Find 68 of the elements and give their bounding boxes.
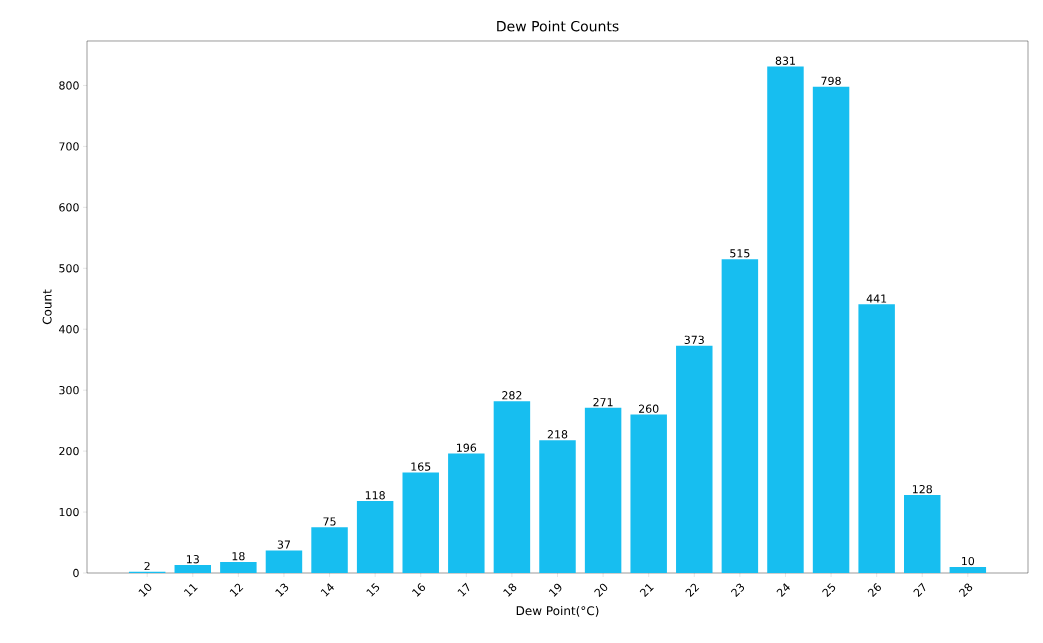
x-axis-title: Dew Point(°C) <box>516 605 599 617</box>
x-tick-label: 23 <box>730 583 745 598</box>
bar <box>174 565 212 573</box>
data-label: 13 <box>186 555 199 564</box>
x-tick-label: 19 <box>548 583 562 597</box>
x-tick-label: 12 <box>229 583 244 597</box>
bar <box>630 414 667 573</box>
data-label: 18 <box>232 552 245 561</box>
y-tick-label: 0 <box>73 568 79 578</box>
x-tick-label: 28 <box>958 583 973 598</box>
data-label: 10 <box>962 556 975 566</box>
x-tick-label: 17 <box>457 582 470 597</box>
data-label: 260 <box>639 404 659 413</box>
y-tick-label: 700 <box>59 142 79 151</box>
bar <box>311 527 348 573</box>
bar <box>812 86 850 573</box>
y-tick-label: 100 <box>59 507 79 517</box>
data-label: 218 <box>547 430 568 439</box>
data-label: 441 <box>866 294 887 303</box>
data-label: 128 <box>912 484 932 494</box>
x-tick-label: 11 <box>184 583 198 597</box>
bar <box>949 566 987 573</box>
data-label: 37 <box>277 540 291 549</box>
x-tick-label: 10 <box>138 583 152 597</box>
bar <box>721 259 759 573</box>
data-label: 271 <box>593 397 613 407</box>
bar <box>493 401 531 573</box>
data-label: 798 <box>821 76 841 85</box>
x-tick-label: 16 <box>412 583 426 597</box>
bar <box>265 550 303 573</box>
bar <box>904 495 941 573</box>
y-tick-label: 500 <box>59 264 79 273</box>
data-label: 515 <box>730 249 750 258</box>
data-label: 196 <box>457 443 477 452</box>
x-tick-label: 22 <box>685 583 700 598</box>
y-tick-label: 300 <box>59 386 79 395</box>
y-tick-label: 800 <box>59 81 79 90</box>
y-tick-label: 400 <box>59 325 79 334</box>
bar <box>356 501 394 573</box>
bar <box>402 472 439 573</box>
data-label: 2 <box>144 561 150 571</box>
bar <box>220 562 257 573</box>
bar <box>448 453 485 573</box>
y-tick-label: 200 <box>59 446 79 456</box>
data-label: 165 <box>411 462 431 471</box>
x-tick-label: 20 <box>594 583 608 598</box>
x-tick-label: 25 <box>822 583 836 598</box>
y-tick-label: 600 <box>59 203 79 212</box>
x-tick-label: 13 <box>275 583 289 597</box>
data-label: 118 <box>365 491 385 500</box>
x-tick-label: 15 <box>366 583 380 597</box>
x-tick-label: 21 <box>639 584 654 598</box>
x-tick-label: 26 <box>867 583 881 598</box>
bar <box>584 407 622 573</box>
y-axis-title: Count <box>42 289 52 325</box>
data-label: 373 <box>684 335 704 344</box>
x-tick-label: 24 <box>776 583 790 598</box>
data-label: 831 <box>775 56 795 65</box>
bar <box>676 345 713 573</box>
data-label: 282 <box>502 391 522 400</box>
x-tick-label: 27 <box>913 582 926 598</box>
chart-title: Dew Point Counts <box>497 20 619 32</box>
bar <box>767 66 804 573</box>
bar <box>539 440 576 573</box>
bar <box>858 304 895 573</box>
x-tick-label: 18 <box>503 583 517 597</box>
x-tick-label: 14 <box>320 583 334 597</box>
data-label: 75 <box>323 517 336 526</box>
